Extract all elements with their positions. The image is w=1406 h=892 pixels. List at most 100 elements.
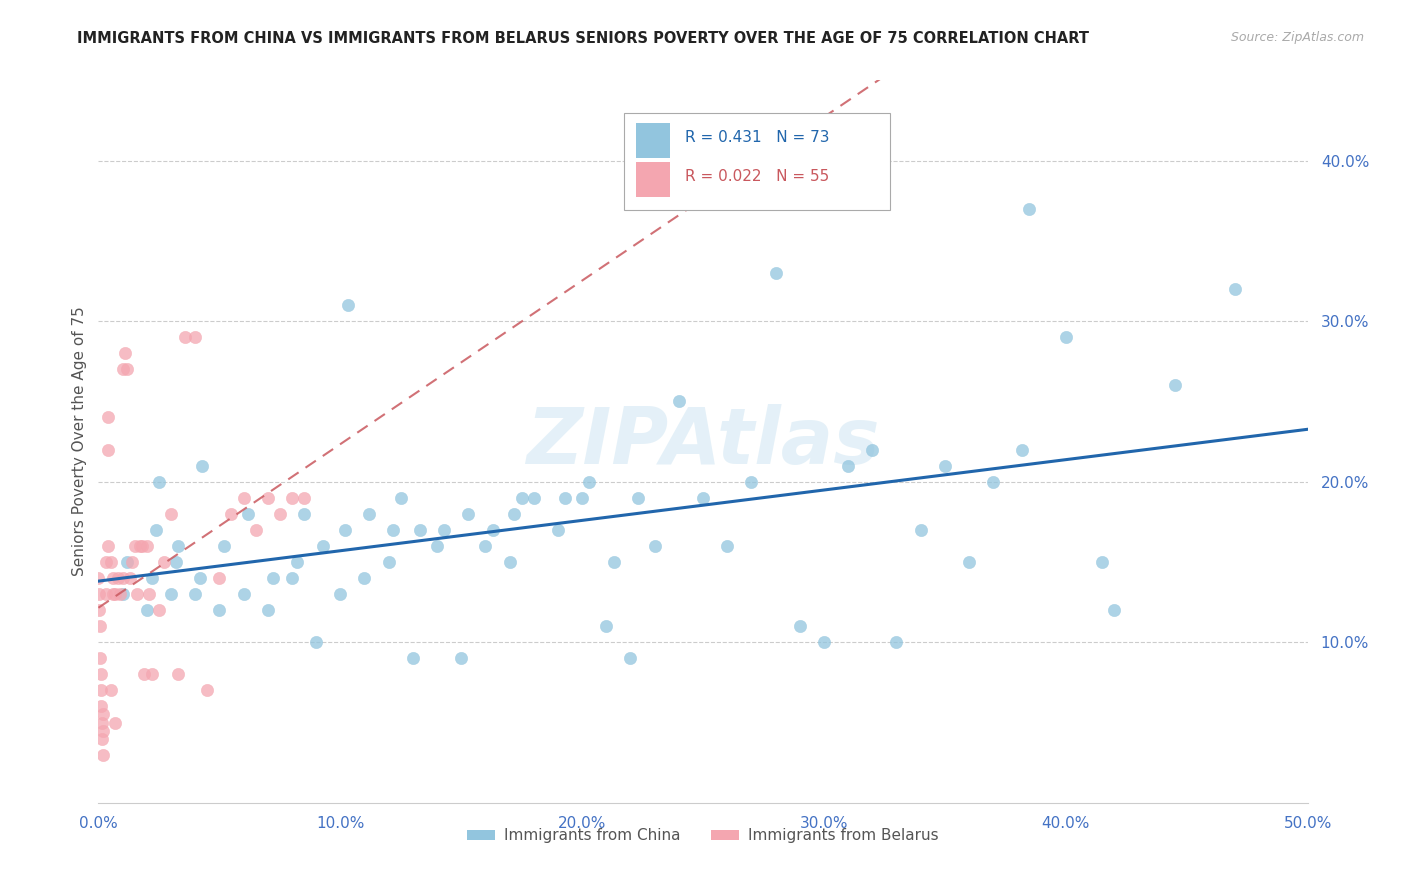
Point [134, 667, 156, 681]
Point [90, 699, 112, 714]
Point [668, 394, 690, 409]
Point [135, 539, 157, 553]
Point [1054, 330, 1077, 344]
Point [91, 731, 114, 746]
Point [91, 747, 114, 762]
Point [503, 507, 526, 521]
Point [837, 458, 859, 473]
Point [765, 266, 787, 280]
Point [152, 555, 174, 569]
Point [191, 458, 214, 473]
Point [165, 555, 187, 569]
Point [212, 539, 235, 553]
Point [94, 587, 117, 601]
Point [238, 507, 260, 521]
Point [135, 603, 157, 617]
Text: IMMIGRANTS FROM CHINA VS IMMIGRANTS FROM BELARUS SENIORS POVERTY OVER THE AGE OF: IMMIGRANTS FROM CHINA VS IMMIGRANTS FROM… [77, 31, 1090, 46]
Point [89, 603, 111, 617]
Point [94, 555, 117, 569]
Point [910, 523, 932, 537]
Point [981, 475, 1004, 489]
Point [91, 707, 114, 722]
Point [269, 507, 291, 521]
Point [245, 523, 267, 537]
Point [111, 587, 134, 601]
Point [1223, 282, 1246, 296]
Point [107, 571, 129, 585]
Point [409, 523, 432, 537]
Point [91, 723, 114, 738]
Point [860, 442, 883, 457]
Point [716, 539, 738, 553]
Point [117, 362, 139, 376]
Point [89, 619, 111, 633]
Point [101, 571, 124, 585]
Point [111, 362, 134, 376]
Point [232, 491, 254, 505]
Point [474, 539, 496, 553]
Point [208, 603, 231, 617]
Point [510, 491, 533, 505]
Point [426, 539, 449, 553]
Point [148, 475, 170, 489]
Point [285, 555, 308, 569]
Point [145, 523, 167, 537]
Point [127, 587, 149, 601]
Point [457, 507, 479, 521]
Point [292, 507, 315, 521]
Point [104, 715, 127, 730]
Point [208, 571, 231, 585]
Point [1163, 378, 1185, 392]
Point [97, 442, 120, 457]
Legend: Immigrants from China, Immigrants from Belarus: Immigrants from China, Immigrants from B… [461, 822, 945, 849]
Point [141, 571, 163, 585]
Point [312, 539, 335, 553]
Point [813, 635, 835, 649]
Point [498, 555, 520, 569]
Point [336, 298, 359, 312]
Point [644, 539, 666, 553]
Point [184, 587, 207, 601]
Point [547, 523, 569, 537]
Point [101, 587, 124, 601]
FancyBboxPatch shape [637, 123, 671, 158]
Point [118, 571, 141, 585]
Point [377, 555, 399, 569]
Point [104, 587, 127, 601]
Point [353, 571, 375, 585]
Point [256, 491, 278, 505]
Point [167, 667, 190, 681]
Point [117, 555, 139, 569]
Point [100, 683, 122, 698]
Point [1011, 442, 1033, 457]
Point [957, 555, 980, 569]
Point [256, 603, 278, 617]
Point [595, 619, 617, 633]
Point [305, 635, 328, 649]
Point [90, 715, 112, 730]
Point [195, 683, 218, 698]
Point [131, 539, 153, 553]
Point [141, 667, 163, 681]
Point [1102, 603, 1125, 617]
Point [281, 571, 304, 585]
Point [108, 587, 131, 601]
Point [148, 603, 170, 617]
Point [1018, 202, 1040, 216]
Point [124, 539, 146, 553]
Point [174, 330, 197, 344]
Text: R = 0.022   N = 55: R = 0.022 N = 55 [685, 169, 830, 184]
Point [160, 587, 183, 601]
Point [97, 539, 120, 553]
Point [934, 458, 956, 473]
Point [433, 523, 456, 537]
Point [114, 346, 136, 360]
Point [160, 507, 183, 521]
Point [789, 619, 811, 633]
Point [188, 571, 211, 585]
Point [292, 491, 315, 505]
Point [602, 555, 624, 569]
Point [262, 571, 284, 585]
Point [571, 491, 593, 505]
FancyBboxPatch shape [624, 112, 890, 211]
